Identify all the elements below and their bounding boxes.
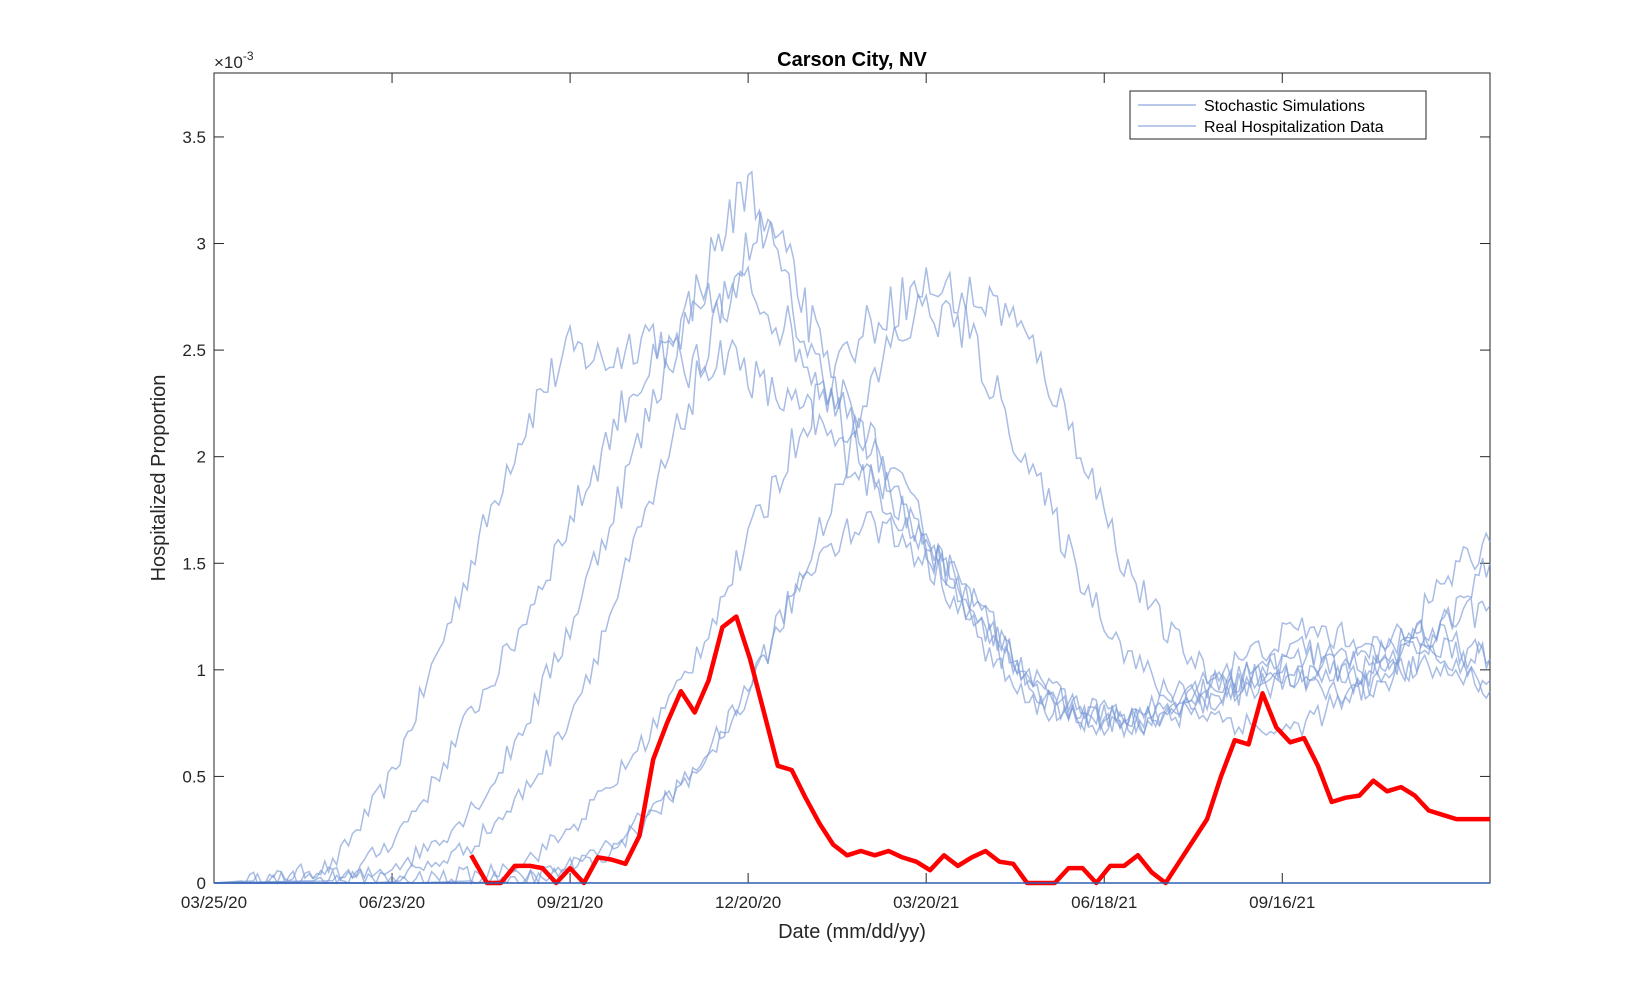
y-tick-label-7: 3.5 xyxy=(182,128,206,147)
y-tick-label-3: 1.5 xyxy=(182,554,206,573)
y-tick-label-4: 2 xyxy=(197,448,206,467)
legend: Stochastic Simulations Real Hospitalizat… xyxy=(1129,90,1427,140)
x-tick-label-3: 12/20/20 xyxy=(715,893,781,912)
y-axis-label: Hospitalized Proportion xyxy=(148,375,170,582)
y-tick-label-6: 3 xyxy=(197,235,206,254)
simulation-line-1 xyxy=(213,322,1491,885)
legend-box xyxy=(1129,90,1427,140)
y-tick-label-2: 1 xyxy=(197,661,206,680)
real-hospitalization-line xyxy=(469,614,1490,886)
y-tick-label-1: 0.5 xyxy=(182,767,206,786)
legend-label-real: Real Hospitalization Data xyxy=(1204,119,1384,136)
x-tick-label-4: 03/20/21 xyxy=(893,893,959,912)
legend-label-simulations: Stochastic Simulations xyxy=(1204,98,1365,115)
real-data-line-group xyxy=(469,614,1490,886)
x-tick-label-1: 06/23/20 xyxy=(359,893,425,912)
x-axis-label: Date (mm/dd/yy) xyxy=(778,921,926,943)
axis-ticks: 03/25/20 06/23/20 09/21/20 12/20/20 03/20/21… xyxy=(181,73,1490,912)
x-tick-label-6: 09/16/21 xyxy=(1249,893,1315,912)
plot-area xyxy=(213,72,1491,884)
x-tick-label-5: 06/18/21 xyxy=(1071,893,1137,912)
y-tick-label-0: 0 xyxy=(197,874,206,893)
x-tick-label-2: 09/21/20 xyxy=(537,893,603,912)
chart-title: Carson City, NV xyxy=(777,49,927,71)
x-tick-label-0: 03/25/20 xyxy=(181,893,247,912)
simulation-line-3 xyxy=(213,170,1491,885)
y-exponent-label: ×10-3 xyxy=(214,49,254,72)
simulation-line-4 xyxy=(213,211,1491,886)
y-tick-label-5: 2.5 xyxy=(182,341,206,360)
